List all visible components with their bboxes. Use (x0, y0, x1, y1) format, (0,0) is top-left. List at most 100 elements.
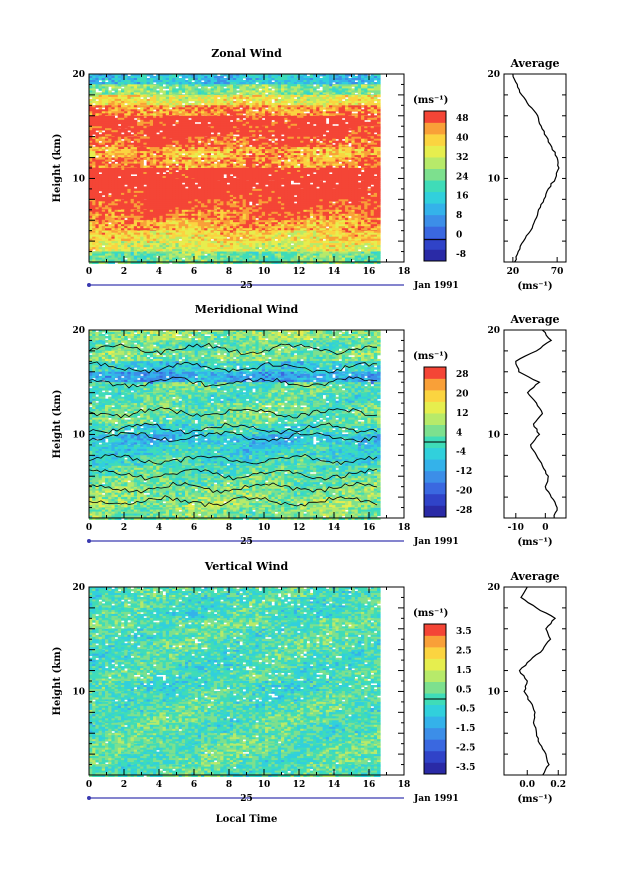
heatmap-cell (243, 111, 247, 113)
heatmap-cell (111, 88, 115, 90)
heatmap-cell (364, 80, 368, 82)
heatmap-cell (172, 143, 176, 145)
heatmap-cell (230, 118, 234, 120)
heatmap-cell (182, 90, 186, 92)
heatmap-cell (348, 141, 352, 143)
heatmap-cell (156, 170, 160, 172)
heatmap-cell (300, 82, 304, 84)
heatmap-cell (134, 116, 138, 118)
heatmap-cell (188, 116, 192, 118)
heatmap-cell (319, 139, 323, 141)
heatmap-cell (163, 170, 167, 172)
heatmap-cell (371, 90, 375, 92)
heatmap-cell (287, 157, 291, 159)
heatmap-cell (268, 84, 272, 86)
heatmap-cell (166, 164, 170, 166)
heatmap-cell (246, 113, 250, 115)
heatmap-cell (95, 153, 99, 155)
heatmap-cell (156, 130, 160, 132)
heatmap-cell (115, 160, 119, 162)
heatmap-cell (111, 158, 115, 160)
heatmap-cell (99, 78, 103, 80)
heatmap-cell (345, 120, 349, 122)
heatmap-cell (329, 84, 333, 86)
heatmap-cell (175, 168, 179, 170)
heatmap-cell (284, 118, 288, 120)
heatmap-cell (198, 153, 202, 155)
heatmap-cell (355, 147, 359, 149)
heatmap-cell (95, 97, 99, 99)
heatmap-cell (201, 101, 205, 103)
heatmap-cell (265, 136, 269, 138)
heatmap-cell (271, 139, 275, 141)
heatmap-cell (185, 136, 189, 138)
heatmap-cell (291, 84, 295, 86)
heatmap-cell (243, 162, 247, 164)
heatmap-cell (95, 86, 99, 88)
heatmap-cell (99, 88, 103, 90)
heatmap-cell (207, 155, 211, 157)
heatmap-cell (95, 105, 99, 107)
heatmap-cell (211, 151, 215, 153)
heatmap-cell (371, 124, 375, 126)
heatmap-cell (201, 151, 205, 153)
heatmap-cell (335, 137, 339, 139)
heatmap-cell (249, 99, 253, 101)
heatmap-cell (105, 143, 109, 145)
heatmap-cell (351, 113, 355, 115)
heatmap-cell (307, 120, 311, 122)
panel-title: Zonal Wind (211, 47, 282, 60)
heatmap-cell (236, 90, 240, 92)
heatmap-cell (342, 164, 346, 166)
heatmap-cell (121, 147, 125, 149)
heatmap-cell (307, 172, 311, 174)
heatmap-cell (255, 162, 259, 164)
heatmap-cell (137, 105, 141, 107)
heatmap-cell (259, 86, 263, 88)
heatmap-cell (156, 86, 160, 88)
heatmap-cell (342, 137, 346, 139)
heatmap-cell (191, 84, 195, 86)
heatmap-cell (118, 122, 122, 124)
heatmap-cell (236, 157, 240, 159)
heatmap-cell (217, 95, 221, 97)
heatmap-cell (118, 86, 122, 88)
heatmap-cell (287, 101, 291, 103)
heatmap-cell (163, 82, 167, 84)
heatmap-cell (147, 95, 151, 97)
heatmap-cell (118, 174, 122, 176)
heatmap-cell (220, 134, 224, 136)
heatmap-cell (105, 78, 109, 80)
heatmap-cell (268, 137, 272, 139)
heatmap-cell (201, 113, 205, 115)
heatmap-cell (214, 160, 218, 162)
heatmap-cell (233, 174, 237, 176)
heatmap-cell (249, 151, 253, 153)
heatmap-cell (351, 84, 355, 86)
heatmap-cell (153, 80, 157, 82)
heatmap-cell (268, 92, 272, 94)
heatmap-cell (223, 84, 227, 86)
heatmap-cell (355, 109, 359, 111)
heatmap-cell (127, 128, 131, 130)
heatmap-cell (111, 145, 115, 147)
heatmap-cell (332, 164, 336, 166)
heatmap-cell (275, 136, 279, 138)
heatmap-cell (211, 130, 215, 132)
heatmap-cell (361, 168, 365, 170)
heatmap-cell (329, 153, 333, 155)
heatmap-cell (169, 105, 173, 107)
heatmap-cell (307, 157, 311, 159)
heatmap-cell (345, 168, 349, 170)
heatmap-cell (127, 82, 131, 84)
heatmap-cell (217, 147, 221, 149)
heatmap-cell (255, 113, 259, 115)
heatmap-cell (236, 132, 240, 134)
heatmap-cell (175, 162, 179, 164)
heatmap-cell (326, 92, 330, 94)
heatmap-cell (243, 76, 247, 78)
heatmap-cell (143, 158, 147, 160)
heatmap-cell (105, 92, 109, 94)
heatmap-cell (236, 116, 240, 118)
heatmap-cell (140, 95, 144, 97)
